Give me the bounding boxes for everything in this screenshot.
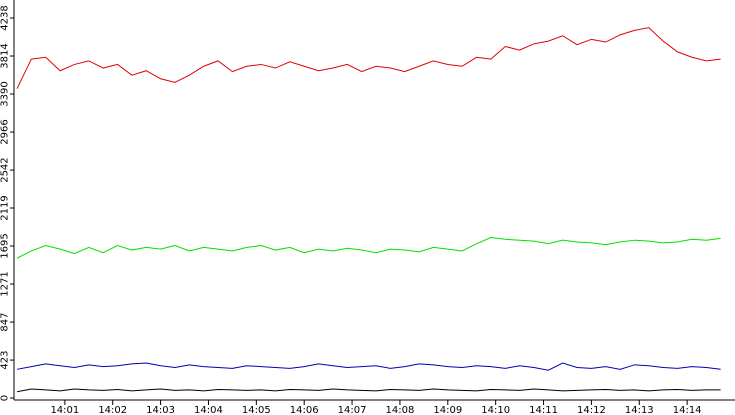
y-tick-label: 4238 — [0, 5, 10, 30]
x-tick-label: 14:10 — [481, 405, 510, 415]
x-tick-label: 14:14 — [673, 405, 702, 415]
y-tick-label: 2542 — [0, 157, 10, 182]
series-line — [16, 388, 721, 393]
x-tick-label: 14:06 — [290, 405, 319, 415]
x-tick-label: 14:01 — [50, 405, 79, 415]
y-tick-label: 1271 — [0, 271, 10, 296]
x-tick-label: 14:09 — [433, 405, 462, 415]
x-tick-label: 14:02 — [98, 405, 127, 415]
x-tick-label: 14:04 — [194, 405, 223, 415]
y-tick-label: 2119 — [0, 195, 10, 220]
y-tick-label: 1695 — [0, 233, 10, 258]
y-tick-label: 3390 — [0, 81, 10, 106]
series-line — [16, 27, 721, 89]
y-tick-label: 423 — [0, 351, 10, 370]
y-tick-label: 2966 — [0, 119, 10, 144]
x-tick-label: 14:08 — [386, 405, 415, 415]
y-tick-label: 3814 — [0, 43, 10, 68]
x-tick-label: 14:07 — [338, 405, 367, 415]
series-line — [16, 362, 721, 371]
y-tick-label: 847 — [0, 313, 10, 332]
x-tick-label: 14:05 — [242, 405, 271, 415]
x-tick-label: 14:03 — [146, 405, 175, 415]
x-tick-label: 14:11 — [529, 405, 558, 415]
x-tick-label: 14:13 — [625, 405, 654, 415]
y-tick-label: 0 — [0, 395, 10, 401]
series-line — [16, 236, 721, 259]
x-tick-label: 14:12 — [577, 405, 606, 415]
